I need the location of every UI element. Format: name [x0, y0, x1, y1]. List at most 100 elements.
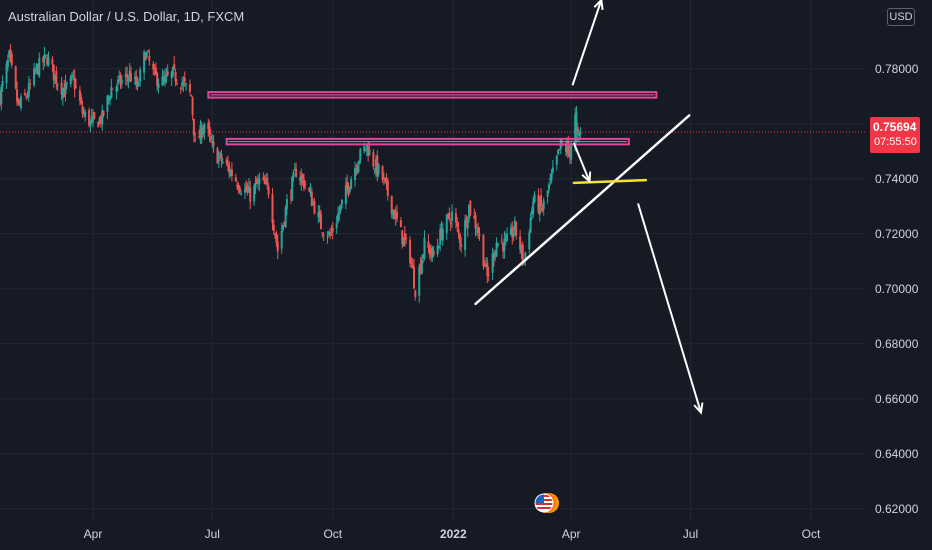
candle-body [422, 254, 425, 259]
candle-body [293, 169, 296, 171]
currency-button[interactable]: USD [887, 8, 915, 26]
candle-body [482, 234, 485, 266]
candle-body [558, 148, 561, 150]
candle-body [348, 187, 351, 193]
candle-body [74, 86, 77, 88]
us-flag-event-icon[interactable] [533, 491, 559, 515]
candle-body [88, 109, 91, 126]
resistance-zone [207, 91, 658, 99]
candle-body [8, 50, 11, 58]
candle-body [413, 267, 416, 289]
candle-body [439, 229, 442, 245]
candle-body [69, 76, 72, 85]
chart-grid [0, 0, 866, 521]
price-tick-label: 0.78000 [875, 62, 919, 76]
candle-body [403, 233, 406, 241]
candle-body [16, 89, 19, 102]
candle-body [116, 79, 119, 85]
candle-body [157, 83, 160, 89]
candle-body [430, 251, 433, 254]
candle-body [574, 114, 577, 149]
candle-body [102, 110, 105, 116]
candle-body [427, 241, 430, 248]
candle-body [308, 188, 311, 192]
candle-body [147, 50, 150, 52]
candle-body [291, 177, 294, 201]
candle-body [228, 165, 231, 174]
candle-body [229, 170, 232, 176]
candle-body [254, 182, 257, 189]
candle-body [365, 143, 368, 149]
candle-body [414, 290, 417, 297]
candle-body [198, 136, 201, 138]
candle-body [188, 83, 191, 92]
candle-body [550, 173, 553, 181]
candle-body [191, 97, 194, 116]
candle-body [405, 238, 408, 240]
candle-body [469, 200, 472, 215]
candle-body [466, 220, 469, 229]
candle-body [340, 199, 343, 205]
candle-body [257, 179, 260, 184]
candle-body [299, 177, 302, 180]
candle-body [47, 56, 50, 65]
candle-body [382, 177, 385, 179]
candle-body [504, 238, 507, 242]
last-price-tag: 0.75694 07:55:50 [870, 117, 920, 153]
symbol-title[interactable]: Australian Dollar / U.S. Dollar, 1D, FXC… [8, 9, 245, 24]
time-tick-label: Apr [562, 527, 581, 541]
candle-body [567, 141, 570, 151]
candle-body [511, 227, 514, 238]
candle-body [255, 179, 258, 185]
candle-body [145, 52, 148, 58]
candle-series [0, 43, 582, 303]
candle-body [302, 179, 305, 188]
candle-body [319, 213, 322, 230]
candle-body [271, 194, 274, 224]
price-tick-label: 0.64000 [875, 447, 919, 461]
candle-body [120, 80, 123, 84]
price-tick-label: 0.62000 [875, 502, 919, 516]
candle-body [136, 81, 139, 88]
candle-body [509, 227, 512, 236]
candle-body [529, 217, 532, 233]
candle-body [34, 69, 37, 71]
candle-body [164, 76, 167, 83]
candle-body [295, 168, 298, 177]
forecast-arrow [637, 203, 702, 413]
time-tick-label: Jul [683, 527, 698, 541]
candle-body [363, 146, 366, 151]
candle-body [153, 68, 156, 70]
candle-body [98, 117, 101, 124]
candle-body [317, 212, 320, 218]
candle-body [42, 57, 45, 63]
price-tick-label: 0.70000 [875, 282, 919, 296]
candle-body [128, 70, 131, 76]
candle-body [211, 141, 214, 144]
candle-body [555, 155, 558, 165]
candle-body [208, 126, 211, 135]
last-price-value: 0.75694 [873, 120, 917, 134]
candle-body [329, 232, 332, 236]
candle-body [330, 232, 333, 234]
candle-body [226, 163, 229, 167]
time-tick-label: Jul [205, 527, 220, 541]
time-tick-label: Apr [84, 527, 103, 541]
candle-body [564, 145, 567, 152]
candle-body [304, 183, 307, 185]
candle-body [171, 66, 174, 76]
candle-body [243, 188, 246, 193]
candle-body [283, 222, 286, 225]
candle-body [65, 83, 68, 85]
candle-body [26, 96, 29, 98]
candle-body [533, 194, 536, 202]
candle-body [478, 234, 481, 236]
candle-body [384, 177, 387, 181]
candle-body [82, 113, 85, 115]
candle-body [495, 242, 498, 257]
candle-body [475, 231, 478, 233]
candle-body [240, 193, 243, 195]
candle-body [99, 116, 102, 124]
